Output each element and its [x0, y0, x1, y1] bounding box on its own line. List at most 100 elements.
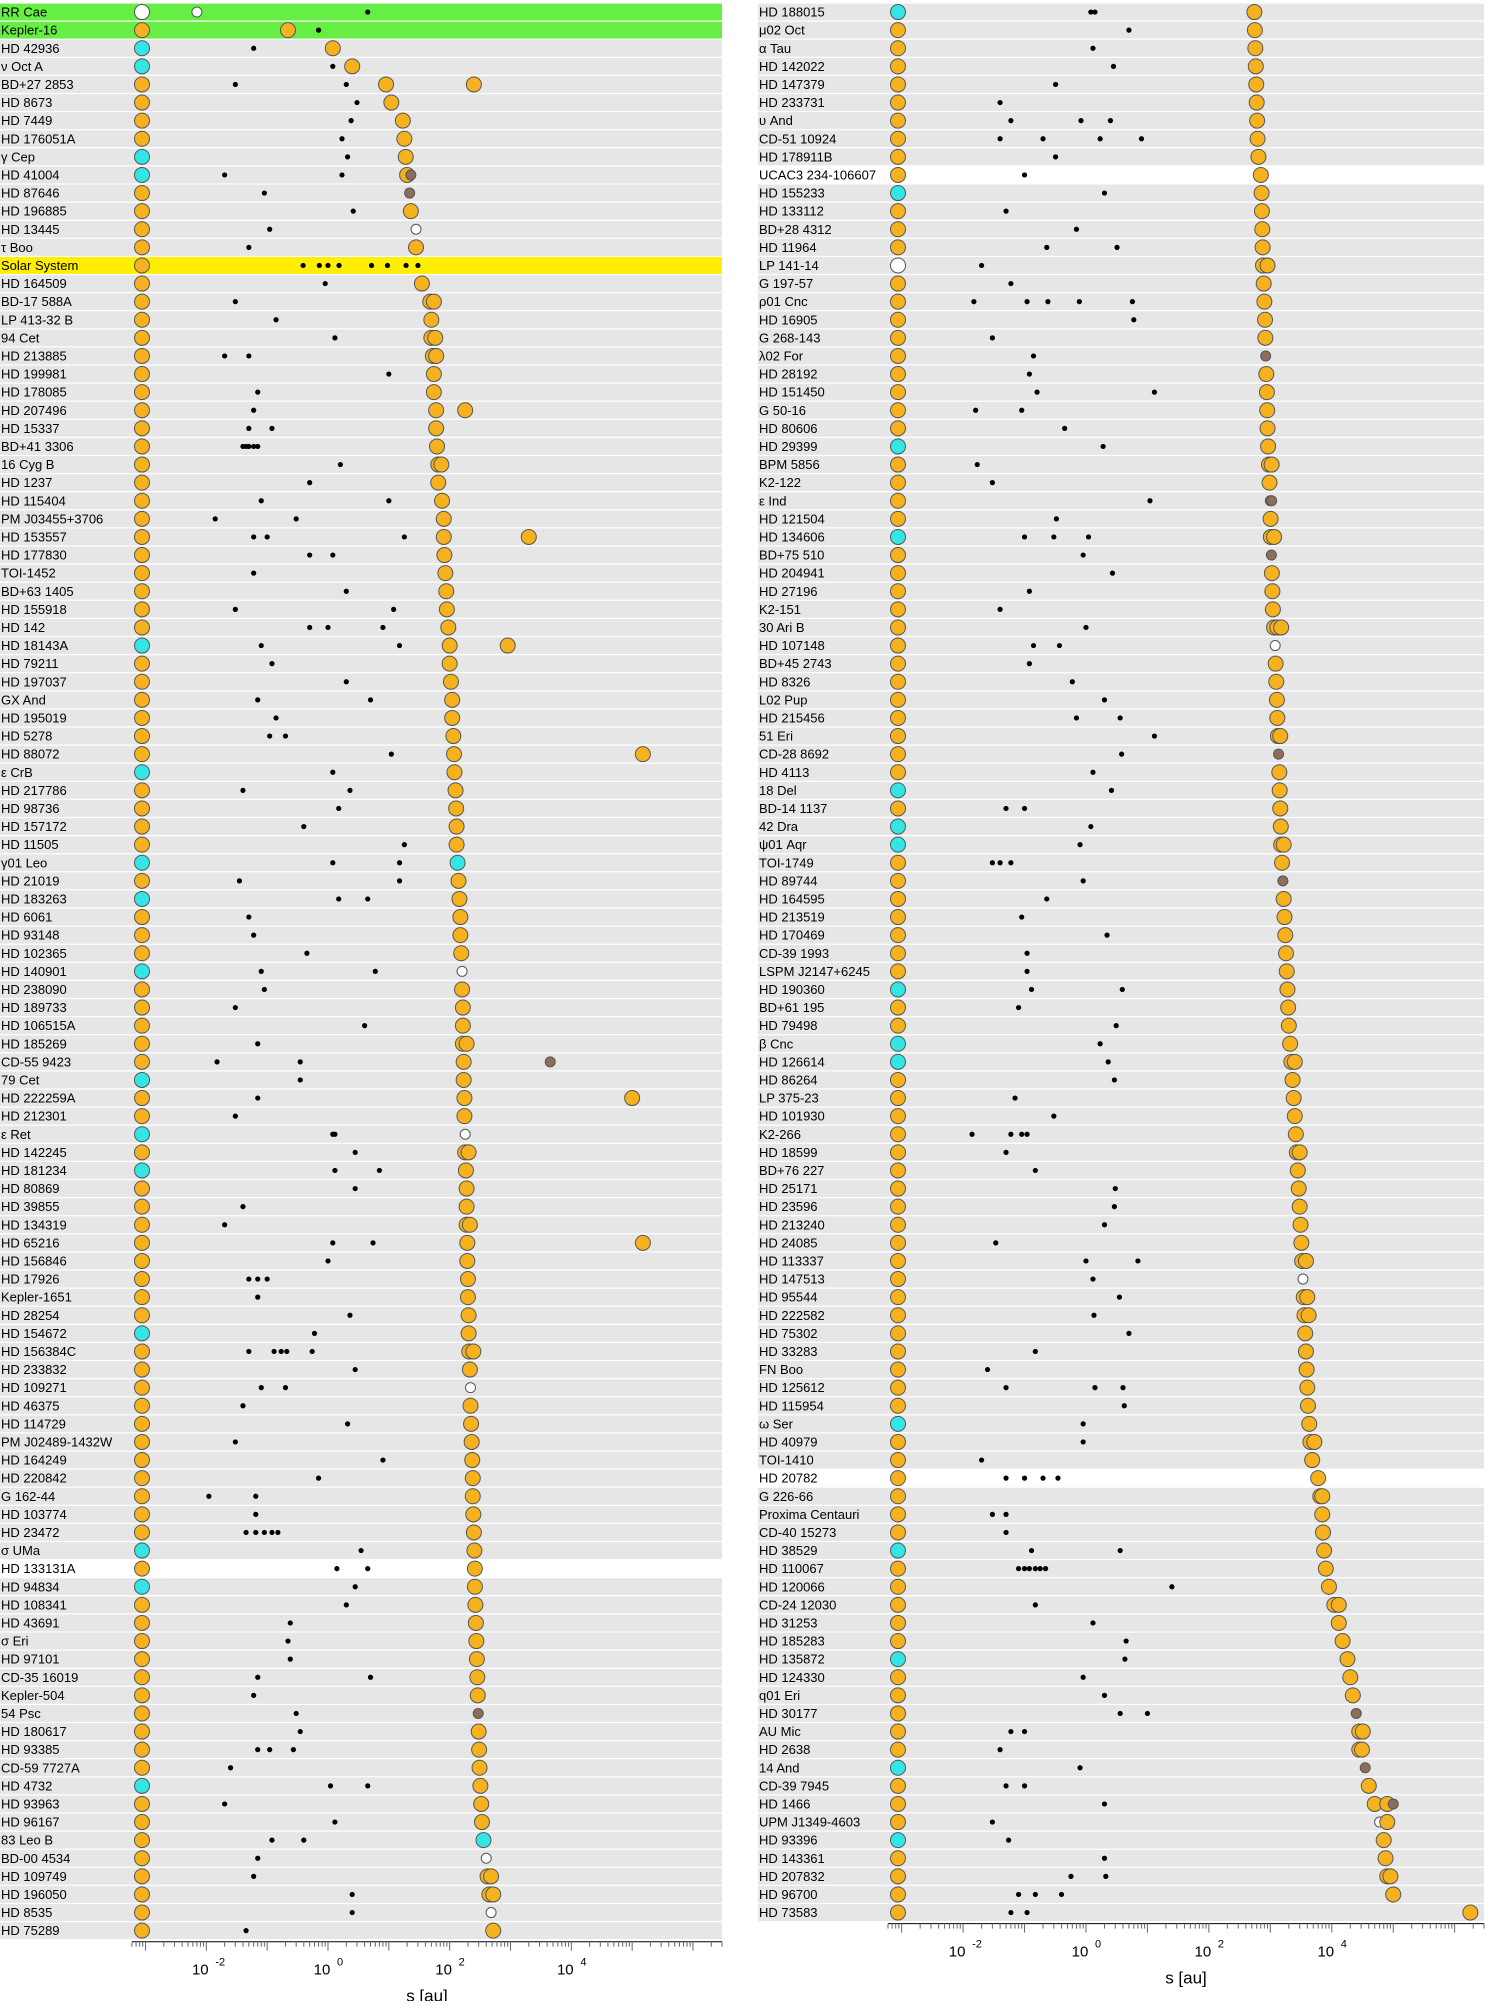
system-row: BD+27 2853	[0, 76, 722, 93]
system-row: HD 27196	[758, 582, 1484, 600]
system-row: HD 18143A	[0, 637, 722, 654]
system-row: HD 6061	[0, 908, 722, 926]
system-row: HD 96700	[758, 1886, 1484, 1903]
host-star-marker	[134, 76, 150, 93]
system-label: HD 153557	[1, 529, 67, 544]
system-label: τ Boo	[1, 240, 33, 255]
planet-marker	[1021, 172, 1028, 178]
companion-marker	[1360, 1777, 1377, 1794]
companion-marker	[1261, 474, 1278, 491]
system-label: HD 18143A	[1, 638, 69, 653]
planet-marker	[1053, 516, 1059, 522]
system-label: HD 178911B	[759, 149, 832, 164]
companion-marker	[466, 1542, 483, 1559]
system-label: HD 38529	[759, 1543, 818, 1558]
companion-marker	[425, 384, 442, 401]
system-label: HD 207496	[1, 403, 67, 418]
system-label: HD 30177	[759, 1706, 818, 1721]
system-label: HD 147379	[759, 77, 825, 92]
host-star-marker	[890, 1053, 906, 1070]
companion-marker	[452, 909, 469, 926]
planet-marker	[396, 860, 403, 866]
companion-marker	[1304, 1452, 1321, 1469]
system-row: q01 Eri	[758, 1686, 1484, 1704]
system-label: HD 31253	[759, 1615, 818, 1630]
system-label: 30 Ari B	[759, 620, 805, 635]
host-star-marker	[134, 203, 150, 220]
planet-marker	[339, 172, 345, 178]
host-star-marker	[890, 112, 906, 129]
system-label: HD 176051A	[1, 131, 76, 146]
planet-marker	[253, 1511, 259, 1517]
companion-marker	[485, 1922, 502, 1939]
row-background	[758, 1668, 1484, 1686]
system-label: ε Ind	[759, 493, 786, 508]
companion-marker	[1254, 221, 1271, 238]
companion-marker	[464, 1488, 481, 1505]
system-row: σ UMa	[0, 1542, 722, 1559]
system-row: HD 185283	[758, 1632, 1484, 1650]
system-row: HD 102365	[0, 944, 722, 962]
row-background	[758, 1143, 1484, 1161]
planet-marker	[264, 534, 270, 540]
system-row: HD 164509	[0, 275, 722, 292]
planet-marker	[1101, 190, 1108, 196]
row-background	[758, 582, 1484, 600]
row-background	[758, 311, 1484, 329]
companion-marker	[1290, 1180, 1307, 1197]
system-row: LSPM J2147+6245	[758, 962, 1484, 980]
system-label: HD 40979	[759, 1434, 818, 1449]
row-background	[0, 1343, 722, 1360]
host-star-marker	[134, 1053, 150, 1070]
system-label: 83 Leo B	[1, 1833, 53, 1848]
row-background	[758, 1035, 1484, 1053]
system-row: CD-40 15273	[758, 1524, 1484, 1541]
system-row: ω Ser	[758, 1415, 1484, 1433]
host-star-marker	[890, 1361, 906, 1378]
host-star-marker	[890, 637, 906, 654]
host-star-marker	[890, 728, 906, 745]
row-background	[0, 908, 722, 926]
companion-marker	[468, 1633, 485, 1650]
row-background	[758, 419, 1484, 437]
planet-marker	[997, 860, 1003, 866]
system-label: PM J03455+3706	[1, 511, 103, 526]
system-label: ε CrB	[1, 765, 33, 780]
companion-marker	[1253, 203, 1270, 220]
row-background	[0, 745, 722, 763]
planet-marker	[365, 1566, 371, 1572]
row-background	[758, 220, 1484, 238]
row-background	[0, 1397, 722, 1415]
planet-marker	[246, 244, 252, 250]
companion-marker	[1289, 1162, 1306, 1179]
companion-marker	[383, 94, 400, 111]
x-tick-exponent: 4	[1341, 1939, 1347, 1951]
companion-marker	[1382, 1868, 1399, 1885]
host-star-marker	[890, 1596, 906, 1613]
system-row: HD 233731	[758, 94, 1484, 111]
companion-marker	[425, 293, 442, 310]
system-label: Kepler-504	[1, 1688, 65, 1703]
row-background	[0, 1922, 722, 1940]
planet-marker	[1123, 1638, 1129, 1644]
planet-marker	[347, 787, 353, 793]
row-background	[0, 854, 722, 872]
companion-marker	[1297, 1252, 1314, 1269]
planet-marker	[1091, 1312, 1097, 1318]
companion-marker	[450, 872, 467, 889]
companion-marker	[1286, 1053, 1303, 1070]
left-panel: RR Cae Kepler-16 HD 42936 ν Oct A BD+27 2853…	[0, 3, 723, 2006]
host-star-marker	[134, 836, 150, 853]
system-label: HD 95544	[759, 1290, 818, 1305]
system-row: 54 Psc	[0, 1705, 722, 1722]
system-row: HD 80606	[758, 419, 1484, 437]
row-background	[758, 1560, 1484, 1578]
system-label: HD 199981	[1, 367, 67, 382]
host-star-marker	[890, 1488, 906, 1505]
companion-marker	[461, 1216, 478, 1233]
planet-marker	[251, 570, 257, 576]
system-row: HD 155918	[0, 600, 722, 618]
row-background	[758, 1234, 1484, 1252]
system-label: 94 Cet	[1, 330, 40, 345]
host-star-marker	[134, 1651, 150, 1668]
